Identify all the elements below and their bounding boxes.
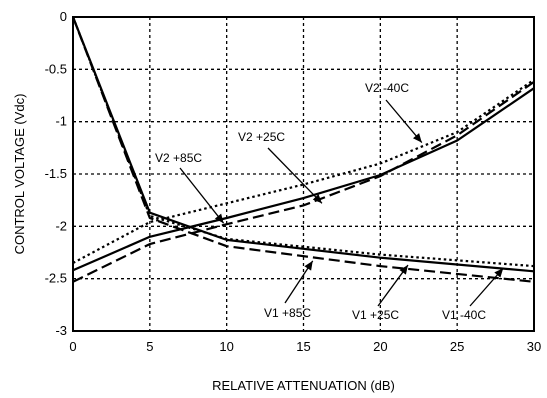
tick-labels: 0 5 10 15 20 25 30 0 -0.5 -1 -1.5 -2 -2.5 -3 <box>45 9 542 354</box>
x-tick-label: 0 <box>69 339 76 354</box>
x-tick-label: 5 <box>146 339 153 354</box>
y-tick-label: -1 <box>55 114 67 129</box>
series-line-v1-plus25c <box>71 16 535 283</box>
x-tick-label: 10 <box>219 339 233 354</box>
annotation-arrowhead <box>412 133 422 143</box>
annotation-arrowhead <box>494 268 504 278</box>
annotation-arrow <box>267 147 323 204</box>
y-tick-label: 0 <box>60 9 67 24</box>
x-axis-title: RELATIVE ATTENUATION (dB) <box>212 378 395 393</box>
annotation-label: V1 +25C <box>352 308 399 322</box>
annotation-label: V2 +25C <box>238 130 285 144</box>
y-tick-label: -3 <box>55 323 67 338</box>
annotation-arrowhead <box>312 194 322 204</box>
y-tick-label: -1.5 <box>45 166 67 181</box>
annotation-label: V1 +85C <box>264 306 311 320</box>
series-line-v2-plus85c <box>72 87 535 272</box>
x-tick-label: 15 <box>296 339 310 354</box>
annotations: V2 -40C V2 +25C V2 +85C V1 +85C V1 +25C V1 -4… <box>155 81 504 322</box>
series-lines <box>71 16 535 283</box>
y-tick-label: -2 <box>55 218 67 233</box>
series-line-v2-minus40c <box>72 78 535 264</box>
x-tick-label: 30 <box>527 339 541 354</box>
x-tick-label: 25 <box>450 339 464 354</box>
y-tick-label: -0.5 <box>45 61 67 76</box>
annotation-arrowhead <box>214 213 224 224</box>
annotation-arrowhead <box>399 265 408 275</box>
y-tick-label: -2.5 <box>45 271 67 286</box>
plot-frame <box>72 16 535 332</box>
annotation-label: V2 -40C <box>365 81 409 95</box>
annotation-arrow <box>385 99 423 144</box>
series-line-v1-minus40c <box>71 16 535 268</box>
y-axis-title: CONTROL VOLTAGE (Vdc) <box>12 94 27 255</box>
x-tick-label: 20 <box>373 339 387 354</box>
annotation-arrow <box>179 167 225 224</box>
series-line-v2-plus25c <box>72 80 535 283</box>
annotation-label: V2 +85C <box>155 151 202 165</box>
annotation-arrowhead <box>304 260 313 271</box>
annotation-label: V1 -40C <box>442 308 486 322</box>
